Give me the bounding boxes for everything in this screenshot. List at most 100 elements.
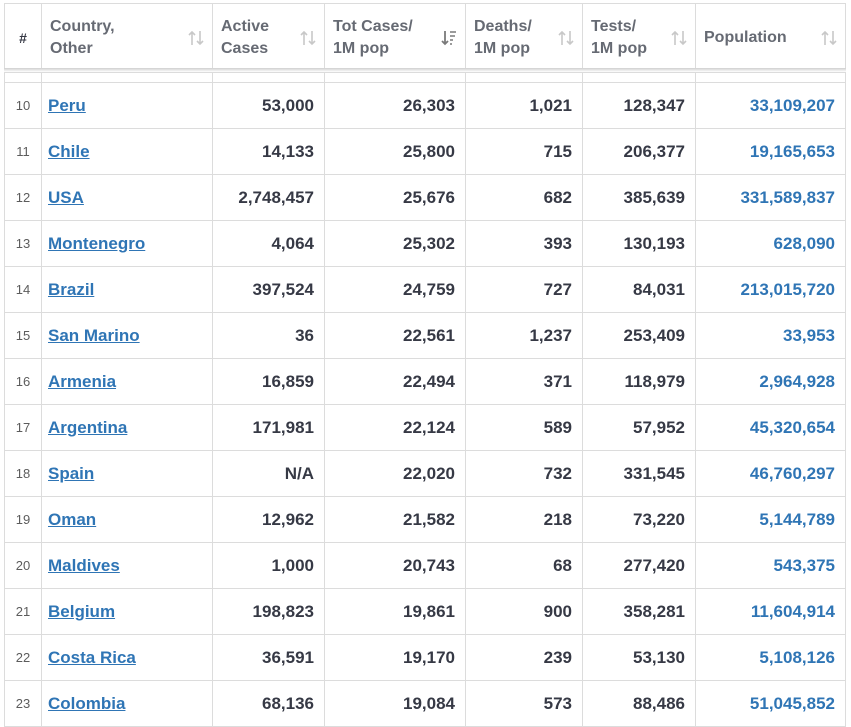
total-cases-per-million-cell: 26,303	[324, 83, 465, 128]
total-cases-per-million-cell: 24,759	[324, 267, 465, 312]
table-row: 21 Belgium 198,823 19,861 900 358,281 11,604,9…	[4, 589, 846, 635]
row-number-cell: 22	[4, 635, 41, 680]
country-name-cell: Armenia	[41, 359, 212, 404]
table-row: 15 San Marino 36 22,561 1,237 253,409 33,953	[4, 313, 846, 359]
active-cases-cell: N/A	[212, 451, 324, 496]
active-cases-cell: 397,524	[212, 267, 324, 312]
country-link[interactable]: Costa Rica	[48, 647, 136, 667]
column-header-country[interactable]: Country, Other	[41, 4, 212, 72]
country-link[interactable]: Colombia	[48, 693, 126, 713]
column-header-population[interactable]: Population	[695, 4, 846, 72]
deaths-per-million-cell: 715	[465, 129, 582, 174]
column-header-deaths[interactable]: Deaths/1M pop	[465, 4, 582, 72]
total-cases-per-million-cell: 22,494	[324, 359, 465, 404]
population-cell: 5,144,789	[695, 497, 846, 542]
table-row: 19 Oman 12,962 21,582 218 73,220 5,144,789	[4, 497, 846, 543]
tests-per-million-cell: 57,952	[582, 405, 695, 450]
tests-per-million-cell: 331,545	[582, 451, 695, 496]
country-name-cell: Oman	[41, 497, 212, 542]
deaths-per-million-cell: 732	[465, 451, 582, 496]
table-body: 10 Peru 53,000 26,303 1,021 128,347 33,109,207…	[4, 83, 846, 727]
row-number-cell: 18	[4, 451, 41, 496]
table-row: 12 USA 2,748,457 25,676 682 385,639 331,589,83…	[4, 175, 846, 221]
country-link[interactable]: Armenia	[48, 371, 117, 391]
country-link[interactable]: Brazil	[48, 279, 95, 299]
population-cell: 33,953	[695, 313, 846, 358]
column-header-totcases[interactable]: Tot Cases/1M pop	[324, 4, 465, 72]
deaths-per-million-cell: 1,237	[465, 313, 582, 358]
tests-per-million-cell: 277,420	[582, 543, 695, 588]
population-cell: 213,015,720	[695, 267, 846, 312]
header-shadow	[4, 68, 846, 72]
column-header-active[interactable]: Active Cases	[212, 4, 324, 72]
population-cell: 45,320,654	[695, 405, 846, 450]
tests-per-million-cell: 53,130	[582, 635, 695, 680]
population-cell: 543,375	[695, 543, 846, 588]
row-number-cell: 15	[4, 313, 41, 358]
active-cases-cell: 4,064	[212, 221, 324, 266]
divider-cell	[465, 73, 582, 82]
column-header-num[interactable]: #	[4, 4, 41, 72]
country-link[interactable]: Chile	[48, 141, 90, 161]
tests-per-million-cell: 253,409	[582, 313, 695, 358]
divider-cell	[4, 73, 41, 82]
country-link[interactable]: Spain	[48, 463, 95, 483]
country-name-cell: Colombia	[41, 681, 212, 726]
table-row: 17 Argentina 171,981 22,124 589 57,952 45,320,…	[4, 405, 846, 451]
column-header-tests[interactable]: Tests/1M pop	[582, 4, 695, 72]
country-link[interactable]: Peru	[48, 95, 86, 115]
row-number-cell: 17	[4, 405, 41, 450]
active-cases-cell: 68,136	[212, 681, 324, 726]
total-cases-per-million-cell: 22,020	[324, 451, 465, 496]
active-cases-cell: 2,748,457	[212, 175, 324, 220]
deaths-per-million-cell: 68	[465, 543, 582, 588]
divider-cell	[212, 73, 324, 82]
country-name-cell: USA	[41, 175, 212, 220]
total-cases-per-million-cell: 19,170	[324, 635, 465, 680]
row-number-cell: 19	[4, 497, 41, 542]
table-header: # Country, Other Active Cases Tot Cases/1M…	[4, 3, 846, 72]
country-link[interactable]: Montenegro	[48, 233, 146, 253]
active-cases-cell: 198,823	[212, 589, 324, 634]
sort-arrows-icon	[821, 30, 837, 46]
row-number-cell: 11	[4, 129, 41, 174]
deaths-per-million-cell: 371	[465, 359, 582, 404]
country-link[interactable]: Belgium	[48, 601, 116, 621]
country-link[interactable]: San Marino	[48, 325, 140, 345]
tests-per-million-cell: 73,220	[582, 497, 695, 542]
population-cell: 46,760,297	[695, 451, 846, 496]
active-cases-cell: 171,981	[212, 405, 324, 450]
country-link[interactable]: Argentina	[48, 417, 128, 437]
population-cell: 2,964,928	[695, 359, 846, 404]
country-link[interactable]: USA	[48, 187, 84, 207]
deaths-per-million-cell: 218	[465, 497, 582, 542]
country-name-cell: Maldives	[41, 543, 212, 588]
country-link[interactable]: Oman	[48, 509, 97, 529]
tests-per-million-cell: 128,347	[582, 83, 695, 128]
deaths-per-million-cell: 727	[465, 267, 582, 312]
row-number-cell: 13	[4, 221, 41, 266]
table-row: 23 Colombia 68,136 19,084 573 88,486 51,045,85…	[4, 681, 846, 727]
country-link[interactable]: Maldives	[48, 555, 120, 575]
divider-cell	[695, 73, 846, 82]
divider-cell	[324, 73, 465, 82]
tests-per-million-cell: 88,486	[582, 681, 695, 726]
total-cases-per-million-cell: 20,743	[324, 543, 465, 588]
table-row: 14 Brazil 397,524 24,759 727 84,031 213,015,72…	[4, 267, 846, 313]
row-number-cell: 20	[4, 543, 41, 588]
total-cases-per-million-cell: 25,302	[324, 221, 465, 266]
table-row: 22 Costa Rica 36,591 19,170 239 53,130 5,108,1…	[4, 635, 846, 681]
country-name-cell: Montenegro	[41, 221, 212, 266]
country-name-cell: Chile	[41, 129, 212, 174]
row-number-cell: 16	[4, 359, 41, 404]
table-row: 11 Chile 14,133 25,800 715 206,377 19,165,653	[4, 129, 846, 175]
total-cases-per-million-cell: 25,800	[324, 129, 465, 174]
total-cases-per-million-cell: 21,582	[324, 497, 465, 542]
deaths-per-million-cell: 900	[465, 589, 582, 634]
active-cases-cell: 16,859	[212, 359, 324, 404]
tests-per-million-cell: 118,979	[582, 359, 695, 404]
active-cases-cell: 53,000	[212, 83, 324, 128]
total-cases-per-million-cell: 25,676	[324, 175, 465, 220]
population-cell: 11,604,914	[695, 589, 846, 634]
country-name-cell: Brazil	[41, 267, 212, 312]
